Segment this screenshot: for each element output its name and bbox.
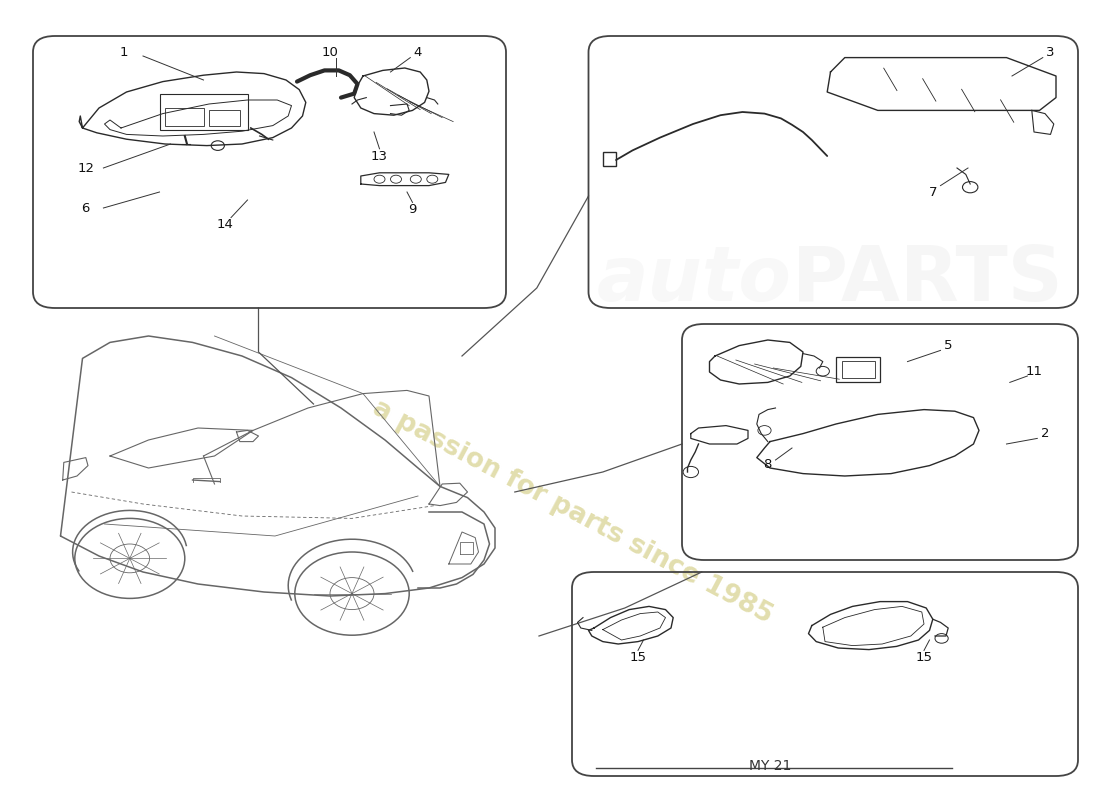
Bar <box>209 110 240 126</box>
Text: 7: 7 <box>928 186 937 198</box>
Text: 8: 8 <box>763 458 772 470</box>
Text: 3: 3 <box>1046 46 1055 58</box>
Text: 1: 1 <box>120 46 129 58</box>
Text: 5: 5 <box>944 339 953 352</box>
Bar <box>603 152 616 166</box>
Bar <box>836 357 880 382</box>
Text: a passion for parts since 1985: a passion for parts since 1985 <box>367 395 777 629</box>
Text: 11: 11 <box>1025 365 1043 378</box>
Text: 15: 15 <box>915 651 933 664</box>
Bar <box>165 108 204 126</box>
Text: PARTS: PARTS <box>792 243 1063 317</box>
Text: 12: 12 <box>77 162 95 174</box>
Bar <box>842 361 874 378</box>
Text: 15: 15 <box>629 651 647 664</box>
Text: 4: 4 <box>414 46 422 58</box>
Text: 13: 13 <box>371 150 388 162</box>
Text: 14: 14 <box>217 218 234 230</box>
Text: 9: 9 <box>408 203 417 216</box>
Text: 10: 10 <box>321 46 339 58</box>
Text: 2: 2 <box>1041 427 1049 440</box>
Text: 6: 6 <box>81 202 90 214</box>
Bar <box>160 94 248 130</box>
Text: MY 21: MY 21 <box>749 759 791 774</box>
Text: auto: auto <box>597 243 792 317</box>
